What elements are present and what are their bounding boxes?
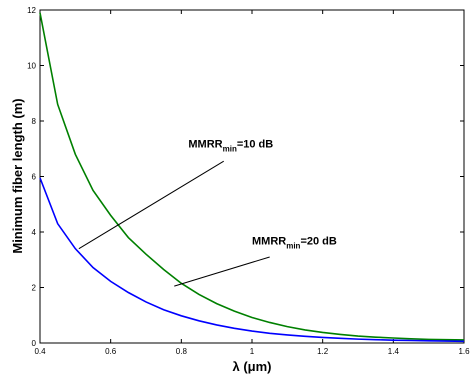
annotation-subscript: min — [223, 144, 237, 153]
y-axis-label: Minimum fiber length (m) — [10, 98, 25, 253]
series-line-1 — [39, 177, 465, 343]
x-tick-label: 1.6 — [458, 347, 470, 356]
annotation-rest: =10 dB — [237, 138, 273, 150]
y-tick-label: 0 — [32, 339, 37, 348]
annotation-main: MMRR — [188, 138, 222, 150]
y-tick-label: 6 — [32, 173, 37, 182]
y-tick-label: 2 — [32, 284, 37, 293]
axis-ticks: 0.4 0.6 0.8 1 1.2 1.4 1.6 0 2 4 6 8 10 12 — [27, 6, 470, 356]
annotation-subscript: min — [286, 241, 300, 250]
y-tick-label: 12 — [27, 6, 36, 15]
x-tick-label: 1.2 — [317, 347, 329, 356]
x-tick-label: 0.6 — [105, 347, 117, 356]
annotation-pointer-1 — [174, 256, 270, 287]
x-tick-label: 1 — [250, 347, 255, 356]
annotation-main: MMRR — [252, 235, 286, 247]
x-tick-label: 1.4 — [388, 347, 400, 356]
plot-frame — [39, 9, 465, 344]
x-tick-label: 0.4 — [34, 347, 46, 356]
annotation-label-1: MMRRmin=20 dB — [252, 235, 337, 250]
series-line-0 — [39, 12, 465, 341]
annotation-label-0: MMRRmin=10 dB — [188, 138, 273, 153]
annotation-rest: =20 dB — [300, 235, 336, 247]
y-tick-label: 4 — [32, 228, 37, 237]
y-tick-label: 10 — [27, 62, 36, 71]
x-axis-label: λ (μm) — [232, 359, 271, 374]
annotation-pointer-0 — [78, 160, 224, 250]
series-layer — [39, 12, 465, 343]
y-tick-label: 8 — [32, 117, 37, 126]
x-tick-label: 0.8 — [176, 347, 188, 356]
